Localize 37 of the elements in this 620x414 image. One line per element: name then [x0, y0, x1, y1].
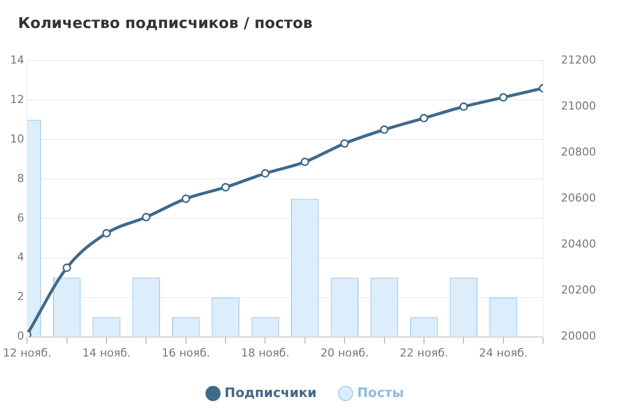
x-tick-label: 12 нояб. [2, 346, 52, 360]
y2-tick-label: 20000 [561, 330, 596, 343]
point [260, 169, 270, 178]
y-tick-label: 14 [10, 53, 24, 66]
point [102, 228, 111, 238]
chart-title: Количество подписчиков / постов [18, 14, 312, 32]
point [182, 194, 190, 203]
point [459, 102, 468, 111]
y-tick-label: 0 [17, 330, 24, 343]
x-tick-label: 16 нояб. [162, 346, 210, 360]
y-tick-label: 12 [10, 92, 24, 106]
x-tick-label: 22 нояб. [400, 346, 448, 360]
y2-tick-label: 20400 [561, 238, 596, 251]
legend-label: Посты [357, 386, 404, 401]
point [142, 212, 150, 222]
point [300, 158, 310, 166]
point [420, 114, 428, 122]
point [499, 93, 508, 102]
legend-label: Подписчики [224, 386, 317, 401]
x-tick-label: 14 нояб. [82, 346, 131, 360]
point [221, 182, 230, 192]
y-tick-label: 6 [17, 211, 24, 224]
y2-tick-label: 21200 [561, 53, 596, 66]
y2-tick-label: 20800 [561, 146, 596, 159]
x-tick-label: 20 нояб. [320, 346, 369, 360]
y-tick-label: 8 [17, 172, 24, 185]
y2-tick-label: 21000 [561, 99, 596, 112]
x-tick-label: 18 нояб. [241, 346, 290, 360]
x-tick-label: 24 нояб. [479, 346, 528, 360]
y-tick-label: 4 [17, 250, 24, 264]
y2-tick-label: 20600 [561, 192, 596, 205]
point [62, 264, 72, 272]
point [340, 139, 349, 148]
y-tick-label: 10 [10, 132, 24, 146]
y-tick-label: 2 [17, 290, 24, 304]
point [380, 125, 389, 134]
y2-tick-label: 20200 [561, 284, 596, 297]
